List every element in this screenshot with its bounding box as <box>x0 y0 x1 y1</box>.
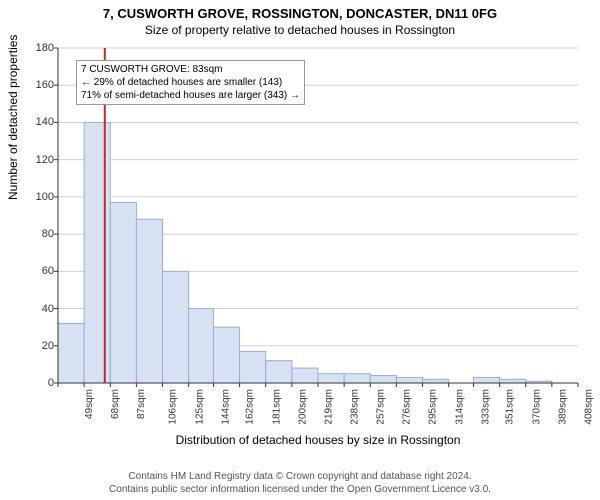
x-tick-label: 408sqm <box>583 389 594 425</box>
histogram-bar <box>292 368 318 383</box>
x-tick-label: 106sqm <box>168 389 179 425</box>
histogram-bar <box>423 379 449 383</box>
x-tick-label: 276sqm <box>402 389 413 425</box>
histogram-bar <box>344 374 370 383</box>
chart-container: 7, CUSWORTH GROVE, ROSSINGTON, DONCASTER… <box>0 0 600 500</box>
histogram-bar <box>266 361 292 383</box>
histogram-bar <box>163 271 189 383</box>
x-tick-label: 257sqm <box>376 389 387 425</box>
histogram-bar <box>396 377 422 383</box>
x-tick-label: 333sqm <box>480 389 491 425</box>
x-tick-label: 314sqm <box>454 389 465 425</box>
y-tick-label: 40 <box>26 303 54 315</box>
y-tick-label: 160 <box>26 79 54 91</box>
x-tick-label: 200sqm <box>297 389 308 425</box>
y-tick-label: 20 <box>26 340 54 352</box>
y-tick-label: 60 <box>26 265 54 277</box>
y-axis-label: Number of detached properties <box>6 35 20 200</box>
x-tick-label: 68sqm <box>110 389 121 419</box>
y-tick-label: 120 <box>26 154 54 166</box>
chart-title: 7, CUSWORTH GROVE, ROSSINGTON, DONCASTER… <box>0 0 600 21</box>
x-tick-label: 295sqm <box>428 389 439 425</box>
x-tick-label: 125sqm <box>194 389 205 425</box>
x-axis-label: Distribution of detached houses by size … <box>58 433 578 447</box>
x-tick-label: 162sqm <box>245 389 256 425</box>
histogram-bar <box>318 374 344 383</box>
footer-line-1: Contains HM Land Registry data © Crown c… <box>0 470 600 483</box>
annotation-line-2: ← 29% of detached houses are smaller (14… <box>81 76 300 89</box>
y-tick-label: 0 <box>26 377 54 389</box>
y-tick-label: 100 <box>26 191 54 203</box>
y-tick-label: 180 <box>26 42 54 54</box>
plot-area: 7 CUSWORTH GROVE: 83sqm ← 29% of detache… <box>58 48 578 383</box>
y-tick-label: 80 <box>26 228 54 240</box>
x-tick-label: 238sqm <box>350 389 361 425</box>
histogram-bar <box>473 377 499 383</box>
histogram-bar <box>110 202 136 383</box>
chart-subtitle: Size of property relative to detached ho… <box>0 21 600 37</box>
x-tick-label: 389sqm <box>557 389 568 425</box>
x-tick-label: 181sqm <box>271 389 282 425</box>
annotation-box: 7 CUSWORTH GROVE: 83sqm ← 29% of detache… <box>76 60 305 105</box>
histogram-bar <box>84 122 110 383</box>
footer: Contains HM Land Registry data © Crown c… <box>0 470 600 496</box>
histogram-bar <box>189 309 214 383</box>
x-tick-label: 49sqm <box>84 389 95 419</box>
histogram-bar <box>500 379 526 383</box>
histogram-bar <box>58 323 84 383</box>
histogram-bar <box>240 351 266 383</box>
histogram-bar <box>136 219 162 383</box>
footer-line-2: Contains public sector information licen… <box>0 483 600 496</box>
x-tick-label: 144sqm <box>220 389 231 425</box>
x-tick-label: 351sqm <box>505 389 516 425</box>
annotation-line-3: 71% of semi-detached houses are larger (… <box>81 89 300 102</box>
histogram-bar <box>370 376 396 383</box>
x-tick-label: 87sqm <box>136 389 147 419</box>
y-tick-label: 140 <box>26 116 54 128</box>
annotation-line-1: 7 CUSWORTH GROVE: 83sqm <box>81 63 300 76</box>
x-tick-label: 219sqm <box>323 389 334 425</box>
x-tick-label: 370sqm <box>531 389 542 425</box>
histogram-bar <box>213 327 239 383</box>
